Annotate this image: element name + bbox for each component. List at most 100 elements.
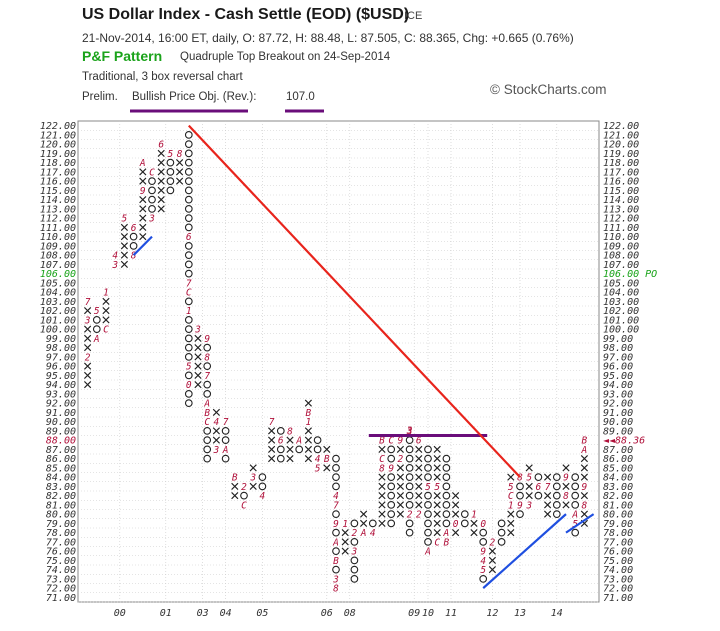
o-box [184,269,193,278]
x-tick-label: 13 [514,608,526,619]
o-box [387,519,396,528]
o-box [221,454,230,463]
x-box [323,445,331,453]
x-box [562,482,570,490]
o-box [332,565,340,574]
x-box [194,344,202,352]
x-box [84,307,92,315]
x-box [562,464,570,472]
x-box [562,501,570,509]
o-box [497,519,506,528]
month-mark: 7 [186,278,192,289]
y-tick-label-left: 116.00 [40,177,76,188]
y-tick-label-left: 79.00 [46,519,76,530]
x-box [525,482,533,490]
o-box [276,427,285,435]
o-box [387,501,396,509]
month-mark: 8 [333,584,339,595]
o-box [148,195,156,204]
x-box [249,464,257,472]
month-mark: 6 [536,482,542,493]
month-mark: C [388,436,394,447]
month-mark: A [222,445,229,456]
o-box [184,149,193,158]
x-box [304,436,312,444]
month-mark: 7 [223,417,229,428]
month-mark: A [332,537,339,548]
y-tick-label-left: 93.00 [46,389,76,400]
x-tick-label: 10 [422,608,434,619]
x-box [580,510,588,518]
x-box [139,177,147,185]
x-box [396,473,404,481]
y-tick-label-left: 78.00 [46,528,76,539]
x-box [304,399,312,407]
o-box [442,510,451,518]
y-tick-label-left: 74.00 [46,565,76,576]
x-box [120,233,128,241]
month-mark: 9 [563,473,569,484]
x-tick-label: 03 [197,608,209,619]
bullish-price-objective-label: Bullish Price Obj. (Rev.): [132,91,257,103]
month-mark: 1 [342,519,348,530]
month-mark: C [149,167,155,178]
o-box [313,436,322,444]
month-mark: 1 [186,306,192,317]
x-box [544,473,552,481]
o-box [203,380,212,389]
x-box [488,566,496,574]
o-box [424,473,432,481]
x-box [84,362,92,370]
o-box [516,510,524,518]
o-box [460,519,469,528]
o-box [424,538,432,546]
x-box [507,510,515,518]
y-tick-label-left: 105.00 [40,278,76,289]
y-tick-label-left: 111.00 [40,223,76,234]
o-box [184,325,193,333]
x-box [341,547,349,555]
prelim-label: Prelim. [82,91,118,103]
x-box [231,482,239,490]
o-box [405,454,414,463]
x-box [249,482,257,490]
o-box [332,528,340,537]
o-box [203,427,212,435]
y-tick-label-right: 79.00 [603,519,633,530]
y-tick-label-left: 114.00 [40,195,76,206]
month-mark: 2 [352,528,358,539]
y-tick-label-left: 98.00 [46,343,76,354]
month-mark: 3 [525,500,532,511]
o-box [424,491,432,500]
pattern-description: Quadruple Top Breakout on 24-Sep-2014 [180,51,391,63]
month-mark: B [379,436,385,447]
x-box [212,427,220,435]
y-tick-label-left: 95.00 [46,371,76,382]
month-mark: 9 [582,482,588,493]
y-tick-label-right: 77.00 [603,537,633,548]
y-tick-label-left: 73.00 [46,574,76,585]
y-tick-label-left: 112.00 [40,214,76,225]
x-tick-label: 06 [321,608,333,619]
month-mark: 5 [526,473,532,484]
month-mark: 5 [186,362,192,373]
o-box [424,528,432,537]
y-tick-label-left: 107.00 [40,260,76,271]
bearish-trend-line [187,124,521,478]
y-tick-label-right: 105.00 [603,278,639,289]
x-box [396,445,404,453]
month-mark: 5 [315,463,321,474]
x-box [84,344,92,352]
o-box [148,177,156,185]
o-box [258,482,267,491]
o-box [350,519,359,528]
o-box [332,510,340,518]
x-box [378,473,386,481]
month-mark: 4 [315,454,321,465]
o-box [479,538,488,546]
o-box [387,482,396,491]
o-box [424,519,432,528]
o-box [405,519,414,528]
x-tick-label: 14 [551,608,563,619]
x-box [194,371,202,379]
